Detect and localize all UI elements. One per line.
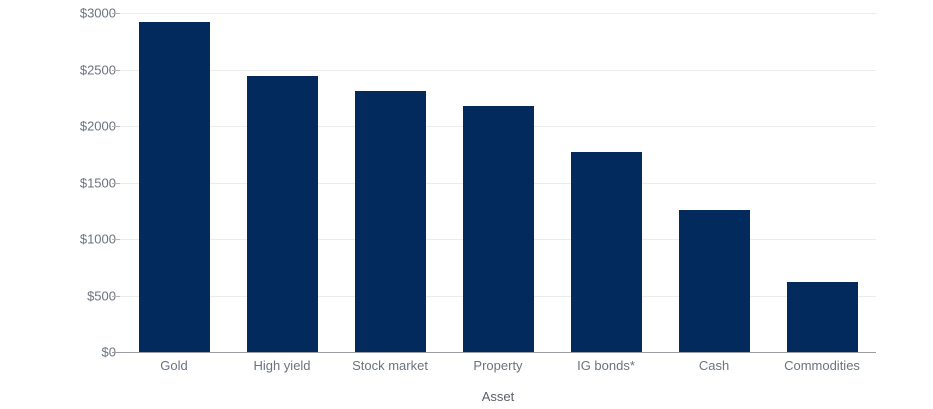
x-axis-category-labels: Gold High yield Stock market Property IG bon… (120, 358, 876, 375)
x-category-label: Property (473, 358, 523, 373)
x-category-label: Stock market (352, 358, 428, 373)
gridline (120, 69, 876, 71)
y-tick-mark (112, 126, 120, 127)
bar-property (462, 105, 534, 352)
y-tick-label: $0 (101, 344, 116, 360)
x-category-label: IG bonds* (577, 358, 635, 373)
y-tick-label: $2500 (79, 62, 116, 77)
bar-high-yield (246, 76, 318, 352)
y-tick-mark (112, 239, 120, 240)
x-category-label: Gold (160, 358, 188, 373)
x-category-label: High yield (253, 358, 311, 373)
y-tick-mark (112, 295, 120, 297)
y-tick-mark (112, 182, 120, 184)
bar-commodities (786, 281, 858, 352)
x-axis-title: Asset (481, 389, 515, 404)
x-category-label: Cash (698, 358, 730, 373)
y-axis: $0 $500 $1000 $1500 $2000 $2500 $3000 (0, 6, 116, 360)
y-tick-label: $500 (87, 288, 116, 303)
x-axis-line (112, 352, 876, 353)
y-tick-label: $1000 (79, 231, 116, 247)
bar-ig-bonds (570, 152, 642, 352)
bar-gold (138, 22, 210, 352)
y-tick-label: $3000 (79, 5, 116, 21)
gridline (120, 13, 876, 14)
bar-cash (678, 209, 750, 352)
plot-area (112, 13, 876, 353)
y-tick-label: $1500 (79, 175, 116, 190)
x-category-label: Commodities (784, 358, 860, 373)
y-tick-label: $2000 (79, 118, 116, 134)
bar-stock-market (354, 90, 426, 352)
y-tick-mark (112, 13, 120, 14)
y-tick-mark (112, 69, 120, 71)
